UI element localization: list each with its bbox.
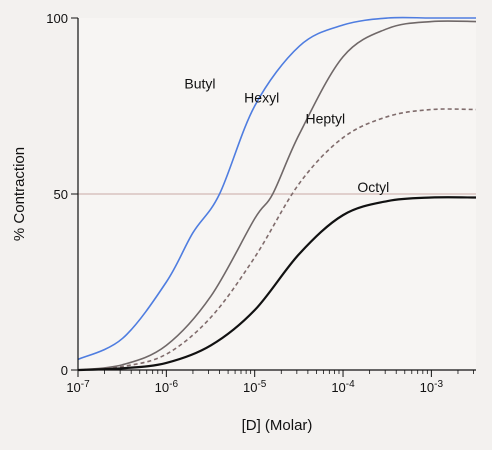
x-tick-label: 10-3 bbox=[420, 379, 444, 395]
x-tick-label: 10-4 bbox=[331, 379, 355, 395]
series-label-butyl: Butyl bbox=[184, 75, 215, 91]
x-tick-label: 10-7 bbox=[66, 379, 90, 395]
series-layer bbox=[77, 16, 477, 372]
series-label-hexyl: Hexyl bbox=[244, 89, 279, 105]
y-tick-label: 50 bbox=[54, 187, 68, 202]
series-line-butyl bbox=[77, 16, 476, 361]
y-axis-title: % Contraction bbox=[11, 147, 28, 241]
series-line-hexyl bbox=[77, 20, 477, 371]
x-axis-title: [D] (Molar) bbox=[242, 417, 313, 434]
y-tick-label: 0 bbox=[61, 363, 68, 378]
series-labels-layer: Butyl Hexyl Heptyl Octyl bbox=[184, 75, 389, 195]
y-tick-label: 100 bbox=[46, 11, 68, 26]
series-label-heptyl: Heptyl bbox=[305, 111, 345, 127]
x-tick-label: 10-5 bbox=[243, 379, 267, 395]
series-label-octyl: Octyl bbox=[357, 179, 389, 195]
series-line-heptyl bbox=[77, 108, 477, 371]
ticks-layer: 10-7 10-6 10-5 10-4 10-3 0 50 100 bbox=[46, 11, 474, 395]
series-line-octyl bbox=[77, 196, 477, 372]
x-tick-label: 10-6 bbox=[155, 379, 179, 395]
